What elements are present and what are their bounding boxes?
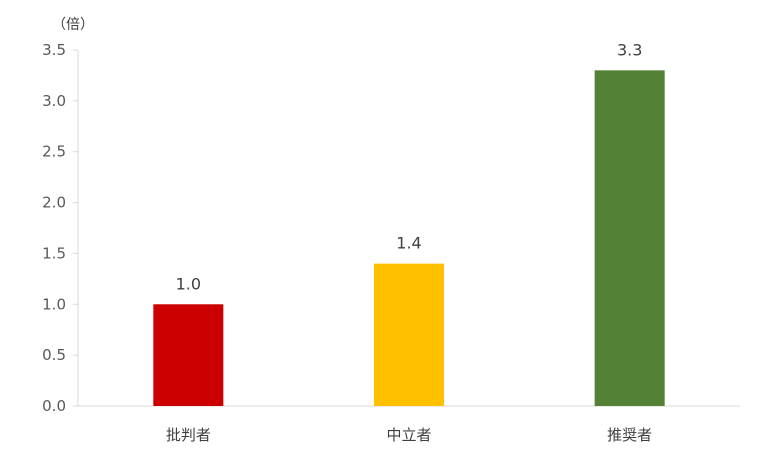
bar-1 [153,304,224,406]
y-tick-label: 1.0 [42,295,66,313]
y-tick-label: 3.5 [42,41,66,59]
y-axis-unit-label: （倍） [52,17,94,33]
bar-2 [374,263,444,406]
x-tick-label: 推奨者 [607,426,652,444]
y-tick-label: 0.0 [42,397,66,415]
y-tick-label: 3.0 [42,92,66,110]
data-label: 1.0 [176,274,201,293]
data-label: 1.4 [396,234,421,253]
y-tick-label: 0.5 [42,346,66,364]
data-label: 3.3 [617,40,642,59]
x-tick-label: 批判者 [166,426,211,444]
x-tick-label: 中立者 [386,426,431,444]
bar-3 [594,70,665,406]
y-tick-label: 2.5 [42,143,66,161]
y-tick-label: 1.5 [42,244,66,262]
y-tick-label: 2.0 [42,194,66,212]
